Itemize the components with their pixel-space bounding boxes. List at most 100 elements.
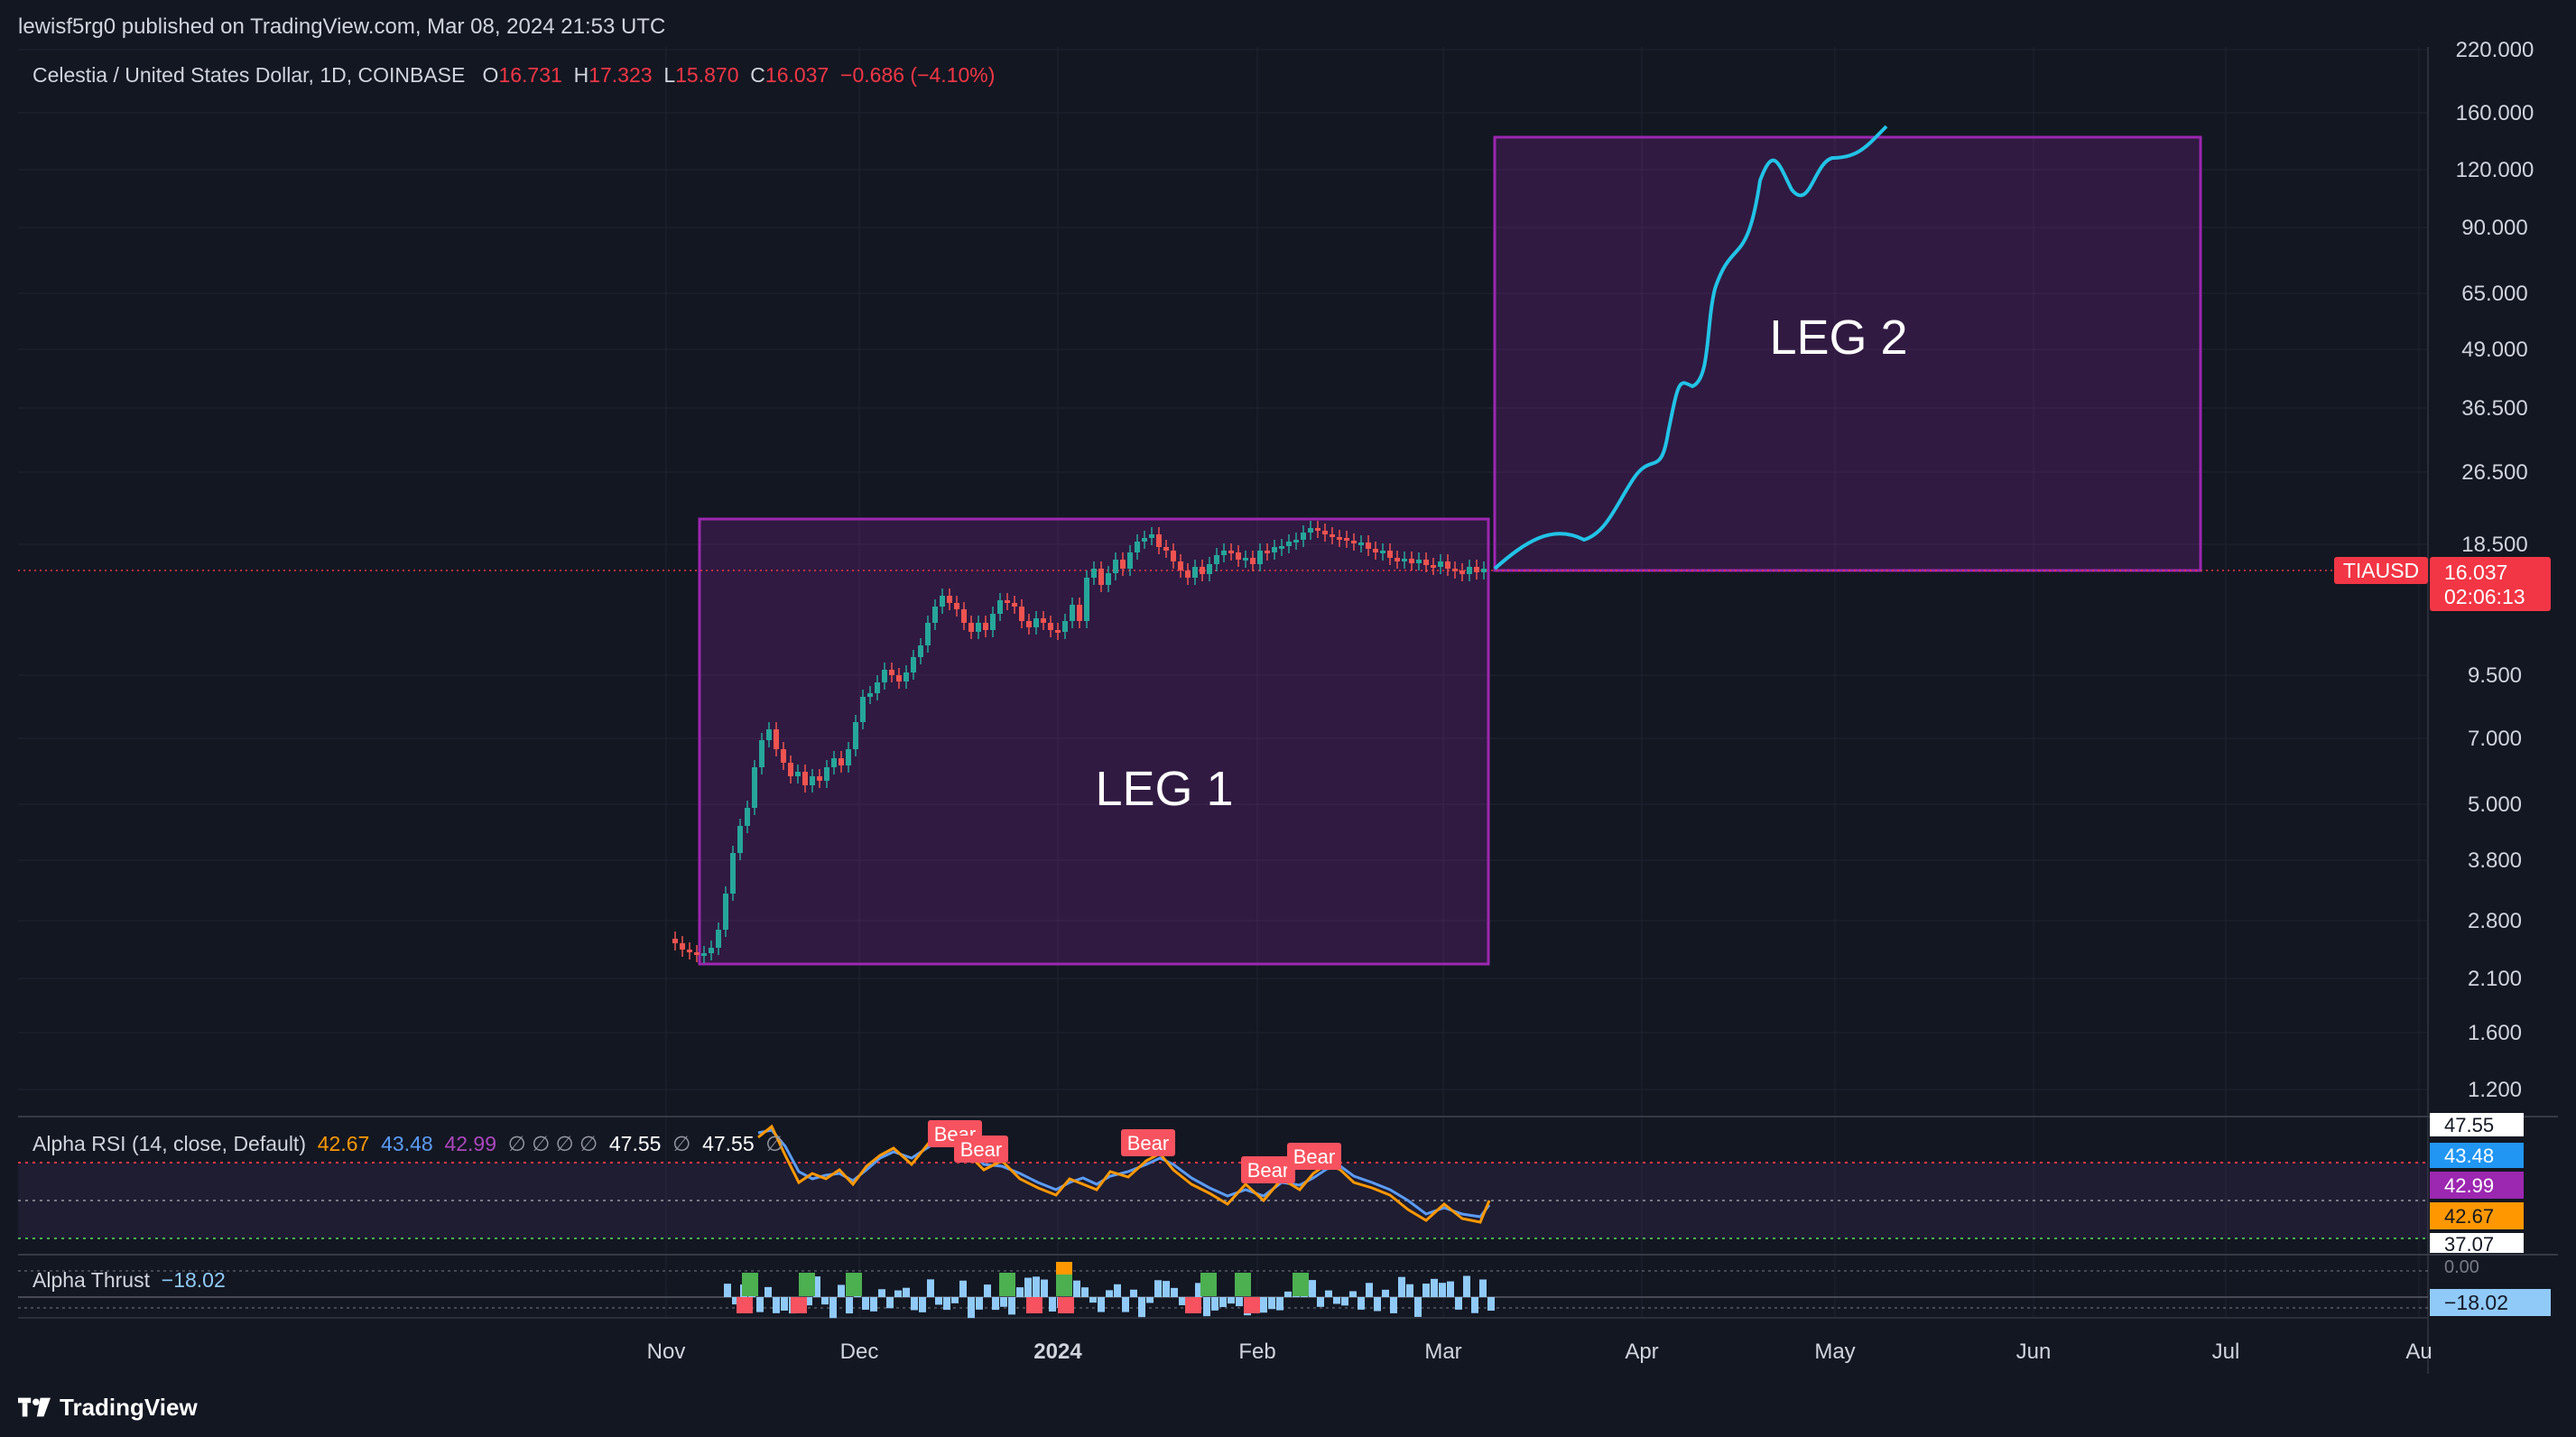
svg-text:43.48: 43.48 <box>2444 1145 2494 1167</box>
candle-body <box>795 772 801 776</box>
price-tick-label: 120.000 <box>2456 158 2534 182</box>
price-tick-label: 9.500 <box>2468 663 2522 688</box>
candle-body <box>723 894 728 930</box>
thrust-bar-green <box>799 1273 815 1296</box>
rsi-value-purple: 42.99 <box>444 1132 497 1155</box>
thrust-bar <box>1073 1280 1080 1297</box>
tradingview-logo[interactable]: TradingView <box>18 1392 198 1423</box>
time-tick-label: May <box>1814 1340 1855 1364</box>
candle-body <box>1481 569 1487 572</box>
close-value: 16.037 <box>764 63 829 87</box>
candle-body <box>1308 528 1313 533</box>
thrust-bar <box>838 1284 845 1297</box>
candle-body <box>716 930 721 948</box>
svg-text:42.67: 42.67 <box>2444 1205 2494 1228</box>
candle-body <box>990 614 996 630</box>
candle-body <box>1459 570 1465 574</box>
low-label: L <box>663 63 676 87</box>
candle-body <box>1474 567 1479 572</box>
thrust-bar <box>870 1297 877 1312</box>
candlestick-series[interactable] <box>672 521 1487 963</box>
high-label: H <box>573 63 589 87</box>
candle-body <box>1366 542 1371 549</box>
candle-body <box>1395 558 1400 561</box>
candle-body <box>968 623 974 632</box>
thrust-bar <box>1008 1297 1015 1315</box>
thrust-bar <box>1398 1276 1405 1297</box>
thrust-bar <box>773 1297 780 1313</box>
thrust-bar <box>959 1280 967 1297</box>
candle-body <box>1113 560 1118 573</box>
candle-body <box>1012 603 1017 607</box>
candle-body <box>1330 534 1335 537</box>
candle-body <box>1200 567 1205 574</box>
bear-marker <box>1287 1143 1341 1170</box>
bear-marker <box>1241 1156 1295 1183</box>
rsi-line-orange <box>757 1124 1491 1224</box>
low-value: 15.870 <box>675 63 739 87</box>
price-tick-label: 1.200 <box>2468 1078 2522 1102</box>
price-pane[interactable] <box>18 47 2428 1117</box>
candle-body <box>911 657 916 672</box>
price-tick-label: 2.800 <box>2468 909 2522 933</box>
projection-path[interactable] <box>1493 125 1888 570</box>
thrust-bar <box>1439 1283 1446 1297</box>
candle-body <box>1091 569 1097 578</box>
rsi-legend[interactable]: Alpha RSI (14, close, Default) 42.67 43.… <box>32 1132 783 1156</box>
horizontal-gridlines <box>18 49 2428 1090</box>
candle-body <box>1322 531 1328 534</box>
thrust-bar <box>764 1286 772 1297</box>
time-tick-label: Apr <box>1625 1340 1658 1364</box>
thrust-bar <box>1195 1283 1202 1297</box>
price-tick-label: 5.000 <box>2468 793 2522 817</box>
thrust-value: −18.02 <box>161 1268 226 1292</box>
thrust-bar <box>1390 1297 1397 1313</box>
rsi-na-3: ∅ <box>765 1132 784 1155</box>
thrust-bar <box>1179 1297 1186 1306</box>
last-price-value: 16.037 <box>2444 561 2507 584</box>
candle-body <box>860 697 866 722</box>
rsi-value-orange: 42.67 <box>317 1132 370 1155</box>
symbol-legend[interactable]: Celestia / United States Dollar, 1D, COI… <box>32 63 995 88</box>
thrust-bar-red <box>1026 1297 1042 1313</box>
candle-body <box>1207 564 1212 574</box>
candle-body <box>701 953 707 956</box>
candle-body <box>875 682 880 693</box>
leg2-box[interactable] <box>1493 135 2202 572</box>
candle-body <box>1041 618 1046 623</box>
leg1-box[interactable] <box>698 517 1490 966</box>
thrust-bar-red <box>1058 1297 1074 1313</box>
thrust-bar <box>1089 1297 1097 1303</box>
thrust-bar <box>1341 1297 1348 1306</box>
candle-body <box>1149 534 1154 538</box>
thrust-bar-red <box>737 1297 753 1313</box>
thrust-bar <box>992 1297 999 1311</box>
thrust-bar <box>1284 1291 1292 1297</box>
price-axis[interactable]: 220.000 160.000 120.000 90.000 65.000 49.000 3… <box>2456 38 2534 1102</box>
thrust-bar-green <box>1293 1273 1309 1296</box>
candle-body <box>1272 547 1277 552</box>
open-value: 16.731 <box>498 63 562 87</box>
thrust-bar <box>1228 1297 1235 1304</box>
candle-body <box>817 776 822 781</box>
price-tick-label: 36.500 <box>2461 396 2527 421</box>
thrust-bar-green <box>1056 1273 1072 1296</box>
thrust-bar <box>1349 1291 1357 1297</box>
svg-text:0.00: 0.00 <box>2444 1257 2479 1277</box>
candle-body <box>983 623 988 630</box>
thrust-bar <box>1422 1284 1430 1297</box>
thrust-bar-red <box>1185 1297 1201 1313</box>
thrust-bar <box>1366 1283 1373 1297</box>
thrust-bar <box>1309 1280 1316 1297</box>
candle-body <box>709 948 714 953</box>
thrust-bar <box>1463 1275 1470 1297</box>
thrust-bar <box>1000 1297 1007 1307</box>
symbol-name: Celestia / United States Dollar, 1D, COI… <box>32 63 466 87</box>
time-axis[interactable]: Nov Dec 2024 Feb Mar Apr May Jun Jul Au <box>647 1340 2432 1364</box>
thrust-legend[interactable]: Alpha Thrust −18.02 <box>32 1268 226 1293</box>
leg2-label: LEG 2 <box>1769 311 1907 365</box>
candle-body <box>1452 569 1458 571</box>
thrust-bar <box>976 1297 983 1310</box>
candle-body <box>867 693 873 697</box>
